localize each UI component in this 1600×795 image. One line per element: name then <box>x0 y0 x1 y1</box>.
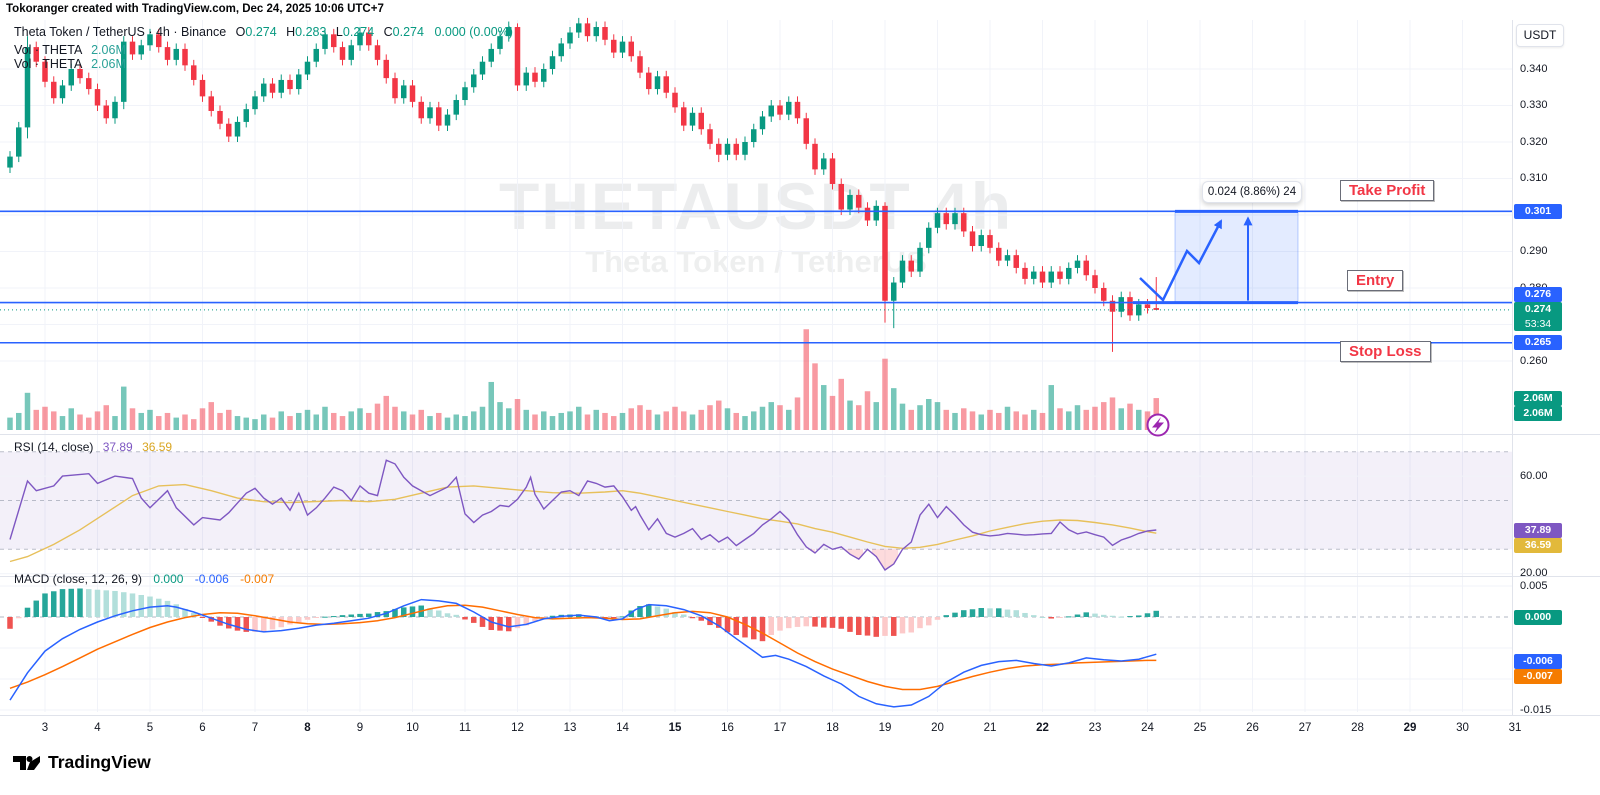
macd-title: MACD (close, 12, 26, 9) <box>14 572 143 586</box>
time-axis-tick: 15 <box>668 722 682 734</box>
ohlc-key: C <box>380 25 393 39</box>
time-axis-tick: 18 <box>826 722 839 734</box>
brand-name: TradingView <box>48 752 151 772</box>
watermark-symbol: THETAUSDT 4h <box>498 169 1014 243</box>
rsi-legend[interactable]: RSI (14, close) 37.89 36.59 <box>14 440 172 454</box>
take-profit-label[interactable]: Take Profit <box>1340 180 1435 201</box>
time-axis-tick: 12 <box>511 722 524 734</box>
take-profit-price-badge: 0.301 <box>1514 203 1562 219</box>
volume-bars <box>7 329 1159 430</box>
time-axis-tick: 10 <box>406 722 419 734</box>
price-axis-tick: 0.310 <box>1520 172 1548 184</box>
time-axis-tick: 7 <box>251 722 259 734</box>
time-axis-tick: 30 <box>1456 722 1469 734</box>
rsi-value: 37.89 <box>102 440 133 454</box>
ohlc-value: 0.274 <box>245 25 277 39</box>
ohlc-key: H <box>282 25 296 39</box>
watermark-name: Theta Token / TetherUS <box>585 244 927 279</box>
lightning-marker-icon <box>1146 413 1170 437</box>
macd-hist-badge: 0.000 <box>1514 609 1562 625</box>
time-axis-tick: 19 <box>878 722 892 734</box>
time-axis-tick: 25 <box>1193 722 1207 734</box>
time-axis-tick: 22 <box>1036 722 1049 734</box>
volume-label: Vol · THETA <box>14 43 82 57</box>
time-axis-tick: 28 <box>1351 722 1364 734</box>
time-axis-tick: 6 <box>199 722 206 734</box>
current-price-value: 0.274 <box>1524 303 1552 315</box>
price-axis-tick: 0.340 <box>1520 62 1548 75</box>
symbol-legend[interactable]: Theta Token / TetherUS · 4h · Binance O0… <box>14 25 513 39</box>
volume-label: Vol · THETA <box>14 57 82 71</box>
attribution-text: Tokoranger created with TradingView.com,… <box>6 3 384 15</box>
rsi-axis-tick: 60.00 <box>1520 469 1548 482</box>
time-axis-tick: 11 <box>459 722 471 734</box>
rsi-ma-value-badge: 36.59 <box>1514 538 1562 553</box>
symbol-title: Theta Token / TetherUS · 4h · Binance <box>14 25 227 39</box>
time-axis-tick: 8 <box>304 722 311 734</box>
ohlc-values: O0.274 H0.283 L0.274 C0.274 <box>230 25 424 39</box>
currency-toggle-button[interactable]: USDT <box>1516 24 1564 47</box>
stop-loss-label[interactable]: Stop Loss <box>1340 341 1431 362</box>
entry-price-badge: 0.276 <box>1514 286 1562 302</box>
price-axis-tick: 0.320 <box>1520 135 1548 148</box>
time-axis-tick: 20 <box>931 722 944 734</box>
time-axis-tick: 9 <box>356 722 364 734</box>
volume-axis-badge: 2.06M <box>1514 390 1562 406</box>
time-axis-tick: 27 <box>1298 722 1312 734</box>
time-axis-tick: 13 <box>563 722 577 734</box>
macd-line-badge: -0.006 <box>1514 653 1562 669</box>
macd-signal-badge: -0.007 <box>1514 669 1562 684</box>
time-axis-tick: 3 <box>41 722 49 734</box>
current-price-badge: 0.274 53:34 <box>1514 302 1562 331</box>
time-axis-tick: 31 <box>1508 722 1522 734</box>
time-axis-tick: 4 <box>94 722 101 734</box>
bar-countdown: 53:34 <box>1524 317 1552 330</box>
volume-legend-2[interactable]: Vol · THETA 2.06M <box>14 57 126 71</box>
macd-signal-value: -0.007 <box>240 572 275 586</box>
ohlc-key: O <box>235 25 246 39</box>
tradingview-logo-icon <box>13 755 40 770</box>
price-axis-tick: 0.330 <box>1520 99 1548 111</box>
stop-loss-price-badge: 0.265 <box>1514 335 1562 351</box>
ohlc-value: 0.274 <box>342 25 375 39</box>
price-axis-tick: 0.290 <box>1520 245 1548 257</box>
macd-legend[interactable]: MACD (close, 12, 26, 9) 0.000 -0.006 -0.… <box>14 572 274 586</box>
macd-line-value: -0.006 <box>194 572 229 586</box>
entry-label[interactable]: Entry <box>1347 270 1404 291</box>
volume-value: 2.06M <box>91 43 126 57</box>
time-axis-tick: 14 <box>616 722 629 734</box>
tradingview-logo[interactable]: TradingView <box>13 752 151 773</box>
volume-legend-1[interactable]: Vol · THETA 2.06M <box>14 43 126 57</box>
macd-axis-tick: -0.015 <box>1520 703 1552 716</box>
change-value: 0.000 (0.00%) <box>434 25 513 39</box>
ohlc-value: 0.274 <box>392 25 424 39</box>
macd-hist-value: 0.000 <box>153 572 184 586</box>
volume-value: 2.06M <box>91 57 126 71</box>
time-axis-tick: 16 <box>721 722 734 734</box>
ohlc-value: 0.283 <box>295 25 327 39</box>
rsi-ma-value: 36.59 <box>142 440 173 454</box>
rsi-axis-tick: 20.00 <box>1520 567 1548 580</box>
rsi-title: RSI (14, close) <box>14 440 94 454</box>
price-axis-tick: 0.260 <box>1520 354 1548 367</box>
time-axis-tick: 29 <box>1403 722 1417 734</box>
rsi-value-badge: 37.89 <box>1514 522 1562 538</box>
time-axis-tick: 24 <box>1141 722 1154 734</box>
volume-axis-badge: 2.06M <box>1514 406 1562 421</box>
candles <box>7 17 1159 352</box>
time-axis-tick: 26 <box>1246 722 1259 734</box>
time-axis-tick: 21 <box>983 722 997 734</box>
time-axis-tick: 5 <box>146 722 154 734</box>
time-axis-tick: 17 <box>773 722 787 734</box>
time-axis-tick: 23 <box>1088 722 1102 734</box>
macd-axis-tick: 0.005 <box>1520 579 1548 592</box>
ohlc-key: L <box>332 25 343 39</box>
measure-tooltip: 0.024 (8.86%) 24 <box>1202 181 1302 203</box>
